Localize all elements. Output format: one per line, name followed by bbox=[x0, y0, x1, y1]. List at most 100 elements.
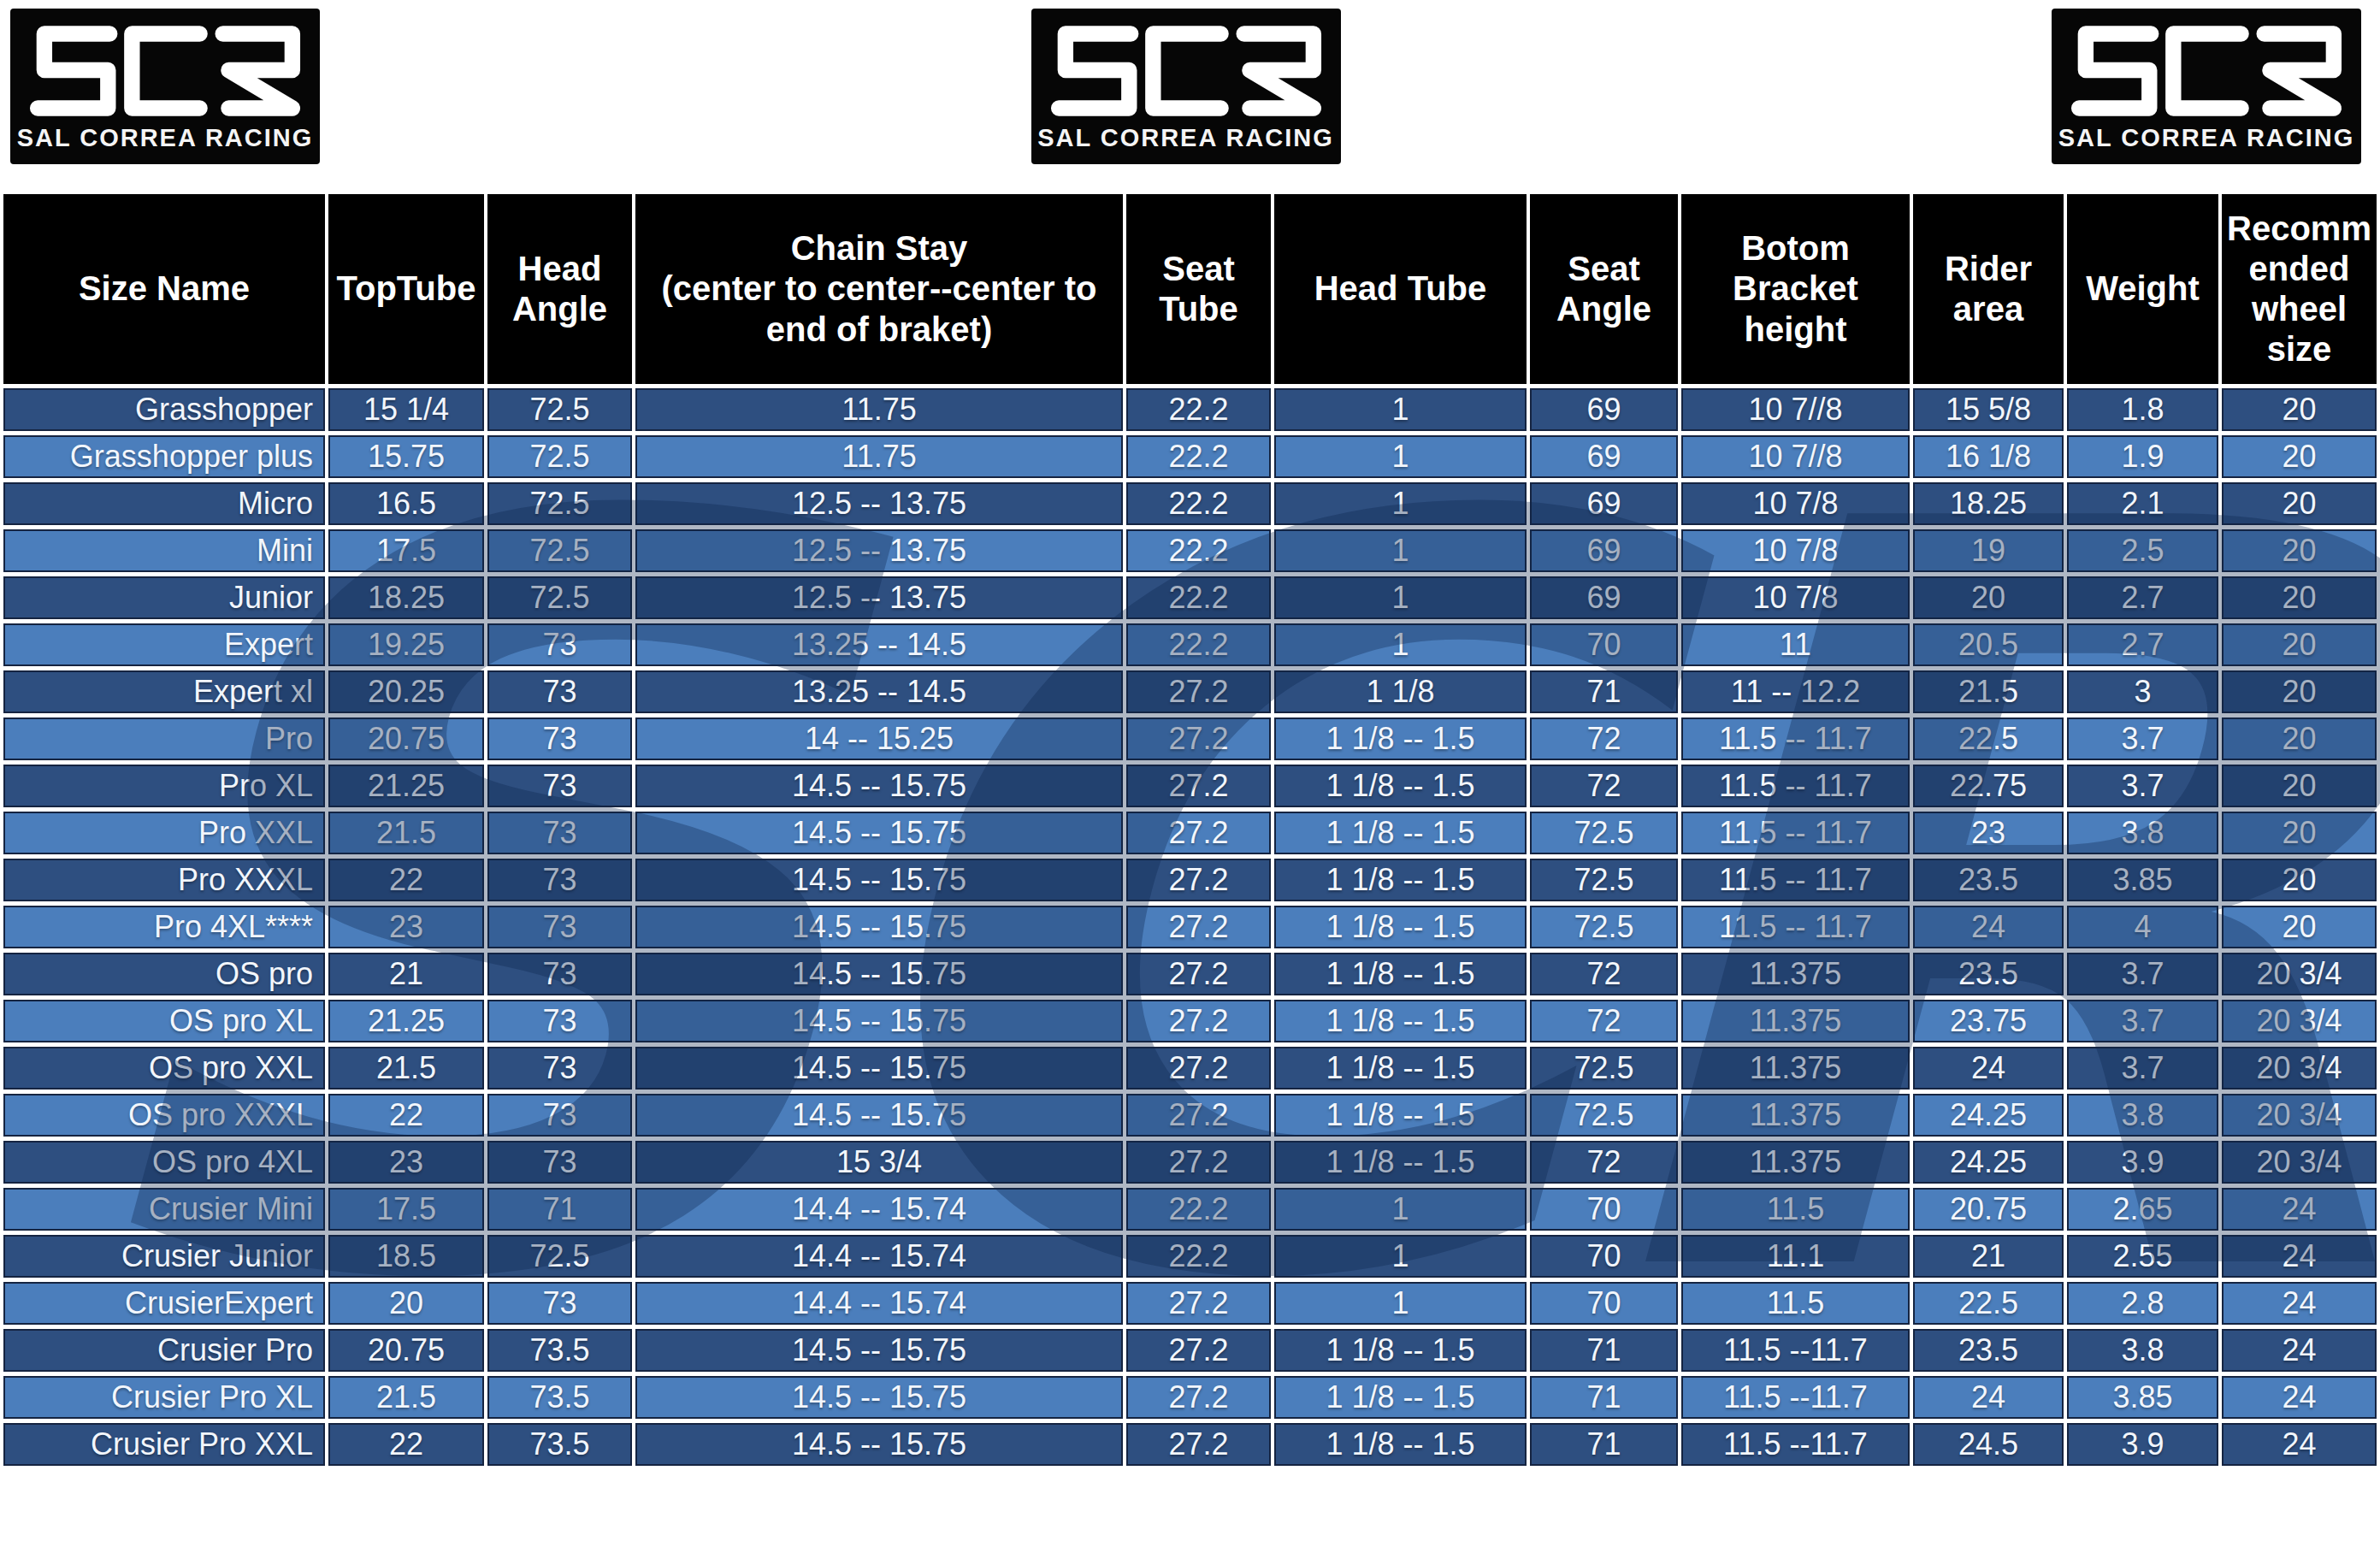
table-cell: 72 bbox=[1530, 953, 1678, 995]
table-cell: 10 7//8 bbox=[1681, 388, 1910, 431]
table-cell: 72 bbox=[1530, 1141, 1678, 1184]
table-cell: 23.5 bbox=[1913, 953, 2064, 995]
table-cell: 3.8 bbox=[2067, 812, 2218, 854]
table-cell: 20 bbox=[2222, 623, 2377, 666]
size-name-cell: OS pro 4XL bbox=[3, 1141, 325, 1184]
table-cell: 3.9 bbox=[2067, 1423, 2218, 1466]
table-row: Expert xl20.257313.25 -- 14.527.21 1/871… bbox=[3, 670, 2377, 713]
table-cell: 21.5 bbox=[328, 1047, 484, 1090]
column-header: Chain Stay (center to center--center to … bbox=[635, 194, 1123, 384]
size-name-cell: Expert xl bbox=[3, 670, 325, 713]
table-cell: 20.75 bbox=[328, 1329, 484, 1372]
table-cell: 14.5 -- 15.75 bbox=[635, 1000, 1123, 1042]
table-cell: 27.2 bbox=[1126, 859, 1271, 901]
table-row: OS pro217314.5 -- 15.7527.21 1/8 -- 1.57… bbox=[3, 953, 2377, 995]
size-name-cell: OS pro XL bbox=[3, 1000, 325, 1042]
table-cell: 22.2 bbox=[1126, 435, 1271, 478]
table-cell: 23.75 bbox=[1913, 1000, 2064, 1042]
table-cell: 72.5 bbox=[1530, 812, 1678, 854]
table-cell: 3.85 bbox=[2067, 1376, 2218, 1419]
table-cell: 16.5 bbox=[328, 482, 484, 525]
table-cell: 20 3/4 bbox=[2222, 1047, 2377, 1090]
table-cell: 3.9 bbox=[2067, 1141, 2218, 1184]
table-cell: 11.375 bbox=[1681, 1000, 1910, 1042]
table-cell: 21 bbox=[328, 953, 484, 995]
table-cell: 16 1/8 bbox=[1913, 435, 2064, 478]
table-cell: 73 bbox=[487, 623, 632, 666]
table-row: Junior18.2572.512.5 -- 13.7522.216910 7/… bbox=[3, 576, 2377, 619]
table-cell: 20 bbox=[1913, 576, 2064, 619]
table-cell: 27.2 bbox=[1126, 670, 1271, 713]
table-cell: 14.5 -- 15.75 bbox=[635, 765, 1123, 807]
table-cell: 2.7 bbox=[2067, 576, 2218, 619]
table-cell: 21.5 bbox=[328, 1376, 484, 1419]
table-cell: 73 bbox=[487, 765, 632, 807]
table-cell: 3.8 bbox=[2067, 1094, 2218, 1137]
table-cell: 11.5 -- 11.7 bbox=[1681, 812, 1910, 854]
table-cell: 21.5 bbox=[328, 812, 484, 854]
table-cell: 22 bbox=[328, 1094, 484, 1137]
table-cell: 1 bbox=[1274, 1188, 1527, 1231]
size-name-cell: Pro 4XL**** bbox=[3, 906, 325, 948]
table-cell: 72 bbox=[1530, 1000, 1678, 1042]
table-cell: 1 bbox=[1274, 623, 1527, 666]
table-row: OS pro 4XL237315 3/427.21 1/8 -- 1.57211… bbox=[3, 1141, 2377, 1184]
scr-logo-right: SCR SAL CORREA RACING bbox=[2052, 9, 2361, 164]
table-cell: 2.1 bbox=[2067, 482, 2218, 525]
table-cell: 14.5 -- 15.75 bbox=[635, 1047, 1123, 1090]
table-cell: 11.5 -- 11.7 bbox=[1681, 859, 1910, 901]
table-cell: 11.5 -- 11.7 bbox=[1681, 765, 1910, 807]
scr-logo-mark-icon bbox=[1045, 21, 1327, 121]
table-cell: 15 5/8 bbox=[1913, 388, 2064, 431]
table-cell: 24 bbox=[1913, 1376, 2064, 1419]
table-cell: 20 3/4 bbox=[2222, 1094, 2377, 1137]
table-cell: 1 1/8 -- 1.5 bbox=[1274, 717, 1527, 760]
table-cell: 12.5 -- 13.75 bbox=[635, 529, 1123, 572]
table-cell: 27.2 bbox=[1126, 1000, 1271, 1042]
table-cell: 20 bbox=[328, 1282, 484, 1325]
size-chart-table: Size NameTopTubeHead AngleChain Stay (ce… bbox=[0, 190, 2380, 1470]
table-cell: 69 bbox=[1530, 435, 1678, 478]
table-row: Pro XXL21.57314.5 -- 15.7527.21 1/8 -- 1… bbox=[3, 812, 2377, 854]
table-cell: 20 3/4 bbox=[2222, 1141, 2377, 1184]
table-cell: 23 bbox=[328, 1141, 484, 1184]
table-cell: 1 1/8 bbox=[1274, 670, 1527, 713]
table-cell: 3.7 bbox=[2067, 1000, 2218, 1042]
table-cell: 1 bbox=[1274, 435, 1527, 478]
table-cell: 27.2 bbox=[1126, 1141, 1271, 1184]
table-cell: 14.5 -- 15.75 bbox=[635, 906, 1123, 948]
table-cell: 20 bbox=[2222, 388, 2377, 431]
column-header: Seat Angle bbox=[1530, 194, 1678, 384]
table-cell: 23.5 bbox=[1913, 1329, 2064, 1372]
table-cell: 11.5 --11.7 bbox=[1681, 1329, 1910, 1372]
table-cell: 73 bbox=[487, 670, 632, 713]
table-cell: 1 bbox=[1274, 1282, 1527, 1325]
table-cell: 20 bbox=[2222, 765, 2377, 807]
table-cell: 72.5 bbox=[1530, 906, 1678, 948]
table-cell: 14.4 -- 15.74 bbox=[635, 1282, 1123, 1325]
table-cell: 72.5 bbox=[1530, 1094, 1678, 1137]
scr-logo-subtitle: SAL CORREA RACING bbox=[2058, 124, 2355, 152]
table-cell: 1 1/8 -- 1.5 bbox=[1274, 1329, 1527, 1372]
table-cell: 20 3/4 bbox=[2222, 1000, 2377, 1042]
table-cell: 27.2 bbox=[1126, 1282, 1271, 1325]
table-cell: 71 bbox=[487, 1188, 632, 1231]
size-name-cell: Pro XL bbox=[3, 765, 325, 807]
table-cell: 1 1/8 -- 1.5 bbox=[1274, 1423, 1527, 1466]
scr-logo-left: SCR SAL CORREA RACING bbox=[10, 9, 320, 164]
column-header: Botom Bracket height bbox=[1681, 194, 1910, 384]
table-cell: 3.7 bbox=[2067, 953, 2218, 995]
table-cell: 22.75 bbox=[1913, 765, 2064, 807]
table-cell: 11 bbox=[1681, 623, 1910, 666]
size-name-cell: OS pro bbox=[3, 953, 325, 995]
table-cell: 14.5 -- 15.75 bbox=[635, 812, 1123, 854]
column-header: Seat Tube bbox=[1126, 194, 1271, 384]
table-cell: 10 7/8 bbox=[1681, 529, 1910, 572]
column-header: Head Tube bbox=[1274, 194, 1527, 384]
table-cell: 72.5 bbox=[487, 1235, 632, 1278]
column-header: Size Name bbox=[3, 194, 325, 384]
table-row: Crusier Pro20.7573.514.5 -- 15.7527.21 1… bbox=[3, 1329, 2377, 1372]
table-cell: 27.2 bbox=[1126, 717, 1271, 760]
table-cell: 70 bbox=[1530, 623, 1678, 666]
scr-logo-center: SCR SAL CORREA RACING bbox=[1031, 9, 1341, 164]
